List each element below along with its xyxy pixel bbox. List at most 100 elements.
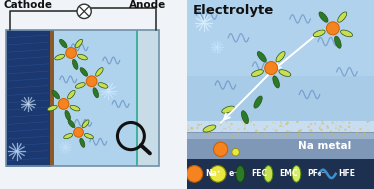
FancyBboxPatch shape — [6, 30, 50, 166]
Circle shape — [335, 127, 337, 129]
Circle shape — [288, 131, 290, 133]
Circle shape — [217, 135, 218, 136]
Text: e⁻: e⁻ — [229, 169, 238, 178]
Circle shape — [309, 124, 310, 125]
FancyBboxPatch shape — [49, 30, 54, 166]
Circle shape — [321, 120, 323, 122]
Circle shape — [320, 129, 323, 131]
Circle shape — [275, 123, 276, 124]
Circle shape — [336, 121, 337, 122]
Ellipse shape — [80, 138, 85, 147]
Circle shape — [291, 131, 292, 132]
Circle shape — [368, 121, 370, 122]
Circle shape — [209, 122, 210, 123]
Circle shape — [323, 133, 325, 136]
Circle shape — [223, 128, 224, 129]
Circle shape — [330, 130, 332, 132]
Circle shape — [231, 135, 233, 137]
Circle shape — [312, 134, 313, 136]
Ellipse shape — [276, 52, 285, 62]
Ellipse shape — [254, 96, 262, 108]
Circle shape — [231, 123, 232, 125]
Circle shape — [353, 128, 355, 129]
Text: PF₆⁻: PF₆⁻ — [307, 169, 326, 178]
Circle shape — [277, 133, 279, 135]
Ellipse shape — [313, 30, 325, 37]
Circle shape — [247, 122, 249, 124]
Circle shape — [279, 125, 282, 127]
Circle shape — [254, 135, 255, 136]
FancyBboxPatch shape — [0, 0, 187, 189]
Circle shape — [300, 129, 302, 131]
Ellipse shape — [68, 90, 75, 99]
Ellipse shape — [68, 120, 75, 128]
Circle shape — [232, 124, 233, 125]
Circle shape — [356, 132, 358, 134]
Circle shape — [298, 130, 300, 132]
Circle shape — [191, 127, 193, 129]
FancyBboxPatch shape — [187, 132, 374, 159]
Circle shape — [200, 123, 202, 125]
Ellipse shape — [319, 12, 328, 22]
Circle shape — [265, 62, 278, 74]
Circle shape — [221, 131, 223, 132]
FancyBboxPatch shape — [137, 30, 159, 166]
Circle shape — [224, 128, 226, 129]
Circle shape — [248, 135, 249, 136]
Circle shape — [280, 134, 281, 136]
Circle shape — [250, 121, 252, 122]
Circle shape — [86, 76, 97, 87]
Ellipse shape — [96, 68, 103, 76]
Ellipse shape — [236, 166, 245, 182]
Text: Cathode: Cathode — [3, 0, 53, 10]
Circle shape — [253, 124, 255, 126]
FancyBboxPatch shape — [187, 0, 374, 129]
Circle shape — [286, 130, 288, 132]
Ellipse shape — [341, 30, 353, 37]
Circle shape — [314, 123, 316, 125]
Ellipse shape — [47, 105, 57, 111]
Ellipse shape — [257, 52, 266, 62]
Circle shape — [341, 121, 343, 122]
Circle shape — [286, 121, 289, 124]
Circle shape — [255, 129, 258, 132]
Circle shape — [360, 135, 362, 137]
Ellipse shape — [75, 83, 85, 88]
Ellipse shape — [264, 166, 273, 182]
Circle shape — [216, 132, 218, 134]
Ellipse shape — [203, 125, 216, 132]
Circle shape — [281, 123, 282, 124]
Circle shape — [309, 130, 311, 131]
Ellipse shape — [242, 111, 248, 124]
Circle shape — [296, 121, 299, 123]
Circle shape — [237, 132, 239, 135]
Ellipse shape — [85, 134, 94, 139]
Circle shape — [342, 134, 344, 136]
Circle shape — [341, 127, 343, 128]
Ellipse shape — [55, 54, 65, 60]
Circle shape — [272, 122, 273, 123]
Circle shape — [232, 148, 239, 156]
Circle shape — [297, 133, 300, 136]
Circle shape — [247, 131, 248, 132]
Circle shape — [307, 126, 310, 128]
Ellipse shape — [273, 76, 279, 88]
Circle shape — [319, 125, 321, 127]
Circle shape — [188, 125, 189, 126]
Circle shape — [230, 125, 231, 127]
FancyBboxPatch shape — [187, 159, 374, 189]
Circle shape — [196, 127, 198, 129]
Text: Electrolyte: Electrolyte — [193, 4, 274, 17]
Circle shape — [335, 125, 337, 126]
Circle shape — [266, 125, 268, 127]
Text: HFE: HFE — [338, 169, 355, 178]
Circle shape — [244, 126, 245, 128]
Circle shape — [58, 98, 69, 109]
Text: FEC: FEC — [251, 169, 268, 178]
Circle shape — [228, 127, 230, 128]
Circle shape — [331, 122, 334, 124]
Text: Anode: Anode — [129, 0, 166, 10]
FancyBboxPatch shape — [187, 0, 374, 76]
Circle shape — [217, 135, 218, 136]
Ellipse shape — [70, 105, 80, 111]
